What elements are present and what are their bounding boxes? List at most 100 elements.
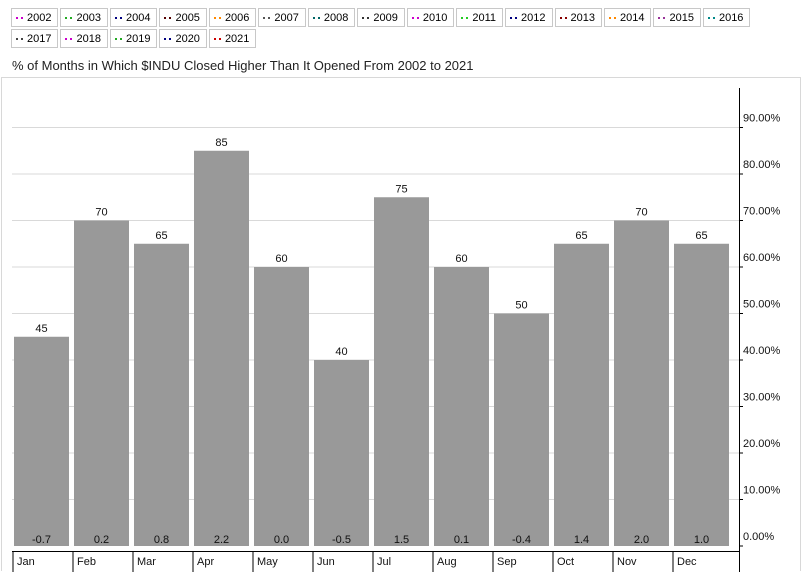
legend-label: 2014 [619, 11, 645, 24]
legend-swatch-icon [263, 16, 271, 19]
legend-swatch-icon [65, 37, 73, 40]
legend-label: 2004 [125, 11, 151, 24]
bar-bottom-label: 0.8 [154, 534, 169, 546]
bar-bottom-label: 2.0 [634, 534, 649, 546]
chart-frame: 45 -0.7 70 0.2 65 0.8 85 2.2 60 0.0 40 -0.5 75 1.5 60 0… [1, 77, 801, 572]
legend-label: 2007 [274, 11, 299, 24]
x-tick-label: May [257, 556, 278, 568]
legend-toggle-2008[interactable]: 2008 [307, 8, 356, 27]
y-tick-label: 80.00% [743, 159, 781, 171]
legend-toggle-2020[interactable]: 2020 [159, 29, 207, 48]
legend-toggle-2006[interactable]: 2006 [208, 8, 257, 27]
y-tick-label: 10.00% [743, 485, 781, 497]
bar-chart: 45 -0.7 70 0.2 65 0.8 85 2.2 60 0.0 40 -0.5 75 1.5 60 0… [12, 88, 781, 572]
legend-label: 2010 [422, 11, 448, 24]
legend-swatch-icon [312, 16, 320, 19]
bar-aug [434, 267, 489, 546]
bar-value-label: 45 [35, 323, 47, 335]
y-tick-label: 30.00% [743, 392, 781, 404]
bar-value-label: 60 [455, 253, 467, 265]
bar-feb [74, 220, 129, 546]
legend-swatch-icon [65, 16, 73, 19]
legend-toggle-2012[interactable]: 2012 [505, 8, 553, 27]
bar-bottom-label: 1.4 [574, 534, 589, 546]
legend-swatch-icon [707, 16, 715, 19]
bar-may [254, 267, 309, 546]
bar-bottom-label: 2.2 [214, 534, 229, 546]
bar-bottom-label: 1.0 [694, 534, 709, 546]
bar-sep [494, 313, 549, 546]
legend-label: 2021 [224, 32, 250, 45]
legend-swatch-icon [164, 37, 172, 40]
bar-value-label: 40 [335, 346, 347, 358]
bar-value-label: 60 [275, 253, 287, 265]
x-tick-label: Dec [677, 556, 697, 568]
legend-toggle-2014[interactable]: 2014 [603, 8, 652, 27]
legend-toggle-2019[interactable]: 2019 [109, 29, 158, 48]
legend-toggle-2016[interactable]: 2016 [702, 8, 751, 27]
legend-toggle-2009[interactable]: 2009 [357, 8, 405, 27]
legend-toggle-2021[interactable]: 2021 [208, 29, 257, 48]
y-tick-label: 40.00% [743, 345, 781, 357]
bar-apr [194, 150, 249, 546]
y-tick-label: 90.00% [743, 113, 781, 125]
x-tick-label: Apr [197, 556, 214, 568]
bar-value-label: 65 [575, 230, 587, 242]
legend-toggle-2007[interactable]: 2007 [258, 8, 306, 27]
legend-label: 2009 [373, 11, 398, 24]
x-tick-label: Oct [557, 556, 574, 568]
bar-value-label: 65 [155, 230, 167, 242]
bar-value-label: 65 [695, 230, 707, 242]
legend-swatch-icon [559, 16, 567, 19]
bar-bottom-label: 0.2 [94, 534, 109, 546]
legend-toggle-2003[interactable]: 2003 [60, 8, 108, 27]
y-tick-label: 60.00% [743, 252, 781, 264]
legend-toggle-2018[interactable]: 2018 [60, 29, 108, 48]
bar-bottom-label: -0.5 [332, 534, 351, 546]
legend-label: 2011 [472, 11, 497, 24]
bar-bottom-label: -0.7 [32, 534, 51, 546]
legend-swatch-icon [114, 37, 122, 40]
x-tick-label: Jan [17, 556, 35, 568]
x-tick-label: Feb [77, 556, 96, 568]
bar-value-label: 85 [215, 137, 227, 149]
legend-label: 2012 [521, 11, 546, 24]
chart-title: % of Months in Which $INDU Closed Higher… [12, 58, 474, 73]
x-tick-label: Nov [617, 556, 637, 568]
bar-dec [674, 243, 729, 546]
bar-value-label: 70 [635, 207, 647, 219]
legend-label: 2020 [175, 32, 200, 45]
legend-swatch-icon [213, 37, 221, 40]
legend-label: 2005 [175, 11, 200, 24]
y-tick-label: 70.00% [743, 206, 781, 218]
y-tick-label: 50.00% [743, 299, 781, 311]
legend-label: 2003 [76, 11, 101, 24]
legend-toggle-2013[interactable]: 2013 [554, 8, 602, 27]
legend-toggle-2004[interactable]: 2004 [109, 8, 158, 27]
legend-swatch-icon [608, 16, 616, 19]
legend-swatch-icon [213, 16, 221, 19]
y-tick-label: 20.00% [743, 438, 781, 450]
legend-swatch-icon [16, 16, 23, 19]
x-tick-label: Mar [137, 556, 156, 568]
legend-swatch-icon [461, 16, 469, 19]
legend-toggle-2011[interactable]: 2011 [456, 8, 504, 27]
bar-nov [614, 220, 669, 546]
bar-value-label: 50 [515, 300, 527, 312]
y-tick-label: 0.00% [743, 531, 774, 543]
legend-swatch-icon [164, 16, 172, 19]
legend-toggle-2002[interactable]: 2002 [11, 8, 59, 27]
bar-bottom-label: 0.0 [274, 534, 289, 546]
legend-label: 2015 [669, 11, 694, 24]
bar-jan [14, 336, 69, 546]
year-legend: 2002 2003 2004 2005 2006 2007 2008 2009 2010 2011… [11, 8, 791, 48]
legend-toggle-2005[interactable]: 2005 [159, 8, 207, 27]
legend-swatch-icon [362, 16, 370, 19]
legend-toggle-2010[interactable]: 2010 [406, 8, 455, 27]
bar-bottom-label: -0.4 [512, 534, 531, 546]
legend-toggle-2015[interactable]: 2015 [653, 8, 701, 27]
legend-label: 2008 [323, 11, 349, 24]
legend-swatch-icon [16, 37, 23, 40]
x-tick-label: Sep [497, 556, 517, 568]
legend-toggle-2017[interactable]: 2017 [11, 29, 59, 48]
